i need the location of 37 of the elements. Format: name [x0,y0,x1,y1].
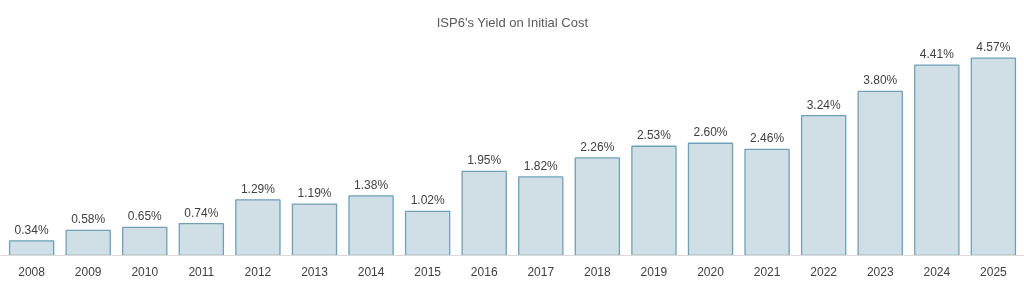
data-label: 2.46% [750,131,785,146]
data-label: 2.26% [580,139,615,154]
x-tick-label: 2016 [470,264,498,279]
data-label: 1.19% [297,186,332,201]
data-label: 0.65% [127,209,163,224]
x-tick-label: 2008 [18,264,46,279]
data-label: 1.29% [240,181,276,196]
x-tick-label: 2014 [357,264,385,279]
x-tick-label: 2017 [527,264,555,279]
x-tick-label: 2013 [301,264,329,279]
data-label: 1.82% [523,158,559,173]
x-tick-label: 2011 [188,264,215,279]
x-tick-label: 2023 [866,264,894,279]
data-label: 2.53% [636,128,672,143]
x-tick-label: 2019 [640,264,668,279]
data-label: 3.80% [863,73,898,88]
x-tick-label: 2018 [584,264,612,279]
data-label: 4.57% [976,40,1011,55]
x-tick-label: 2021 [753,264,781,279]
data-label: 4.41% [919,47,955,62]
data-label: 3.24% [806,97,841,112]
x-tick-label: 2009 [74,264,102,279]
data-label: 0.58% [71,212,106,227]
x-tick-label: 2015 [414,264,442,279]
x-tick-label: 2024 [923,264,951,279]
data-label: 2.60% [693,125,728,140]
data-label: 1.02% [410,193,445,208]
chart-title: ISP6's Yield on Initial Cost [436,14,589,30]
x-tick-label: 2020 [697,264,725,279]
x-tick-label: 2010 [131,264,159,279]
data-label: 0.74% [184,205,219,220]
data-label: 1.38% [354,177,389,192]
x-tick-label: 2012 [244,264,272,279]
x-tick-label: 2022 [810,264,838,279]
x-tick-label: 2025 [980,264,1008,279]
data-label: 0.34% [14,222,49,237]
data-label: 1.95% [467,153,502,168]
